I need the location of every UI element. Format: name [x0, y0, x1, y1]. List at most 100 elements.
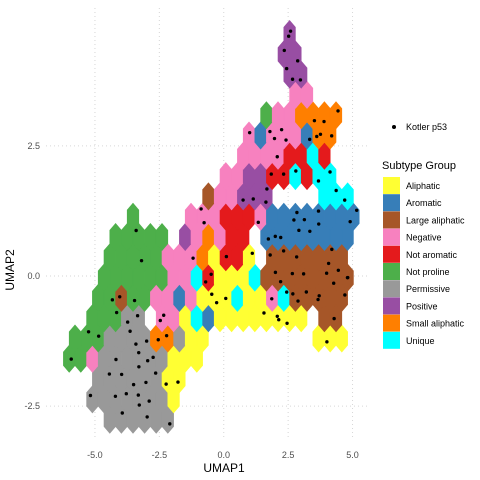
kotler-p53-point	[331, 281, 336, 285]
kotler-p53-point	[268, 253, 272, 257]
legend-title: Subtype Group	[382, 160, 456, 172]
kotler-p53-point	[270, 297, 274, 301]
kotler-p53-point	[124, 392, 129, 396]
kotler-p53-point	[69, 357, 73, 361]
kotler-p53-point	[294, 169, 298, 173]
x-tick-label: 2.5	[282, 450, 295, 460]
legend-point-key	[392, 125, 396, 129]
hex-bin	[341, 182, 354, 211]
kotler-p53-point	[290, 271, 295, 276]
kotler-p53-point	[273, 270, 278, 275]
kotler-p53-point	[135, 314, 140, 318]
kotler-p53-point	[132, 298, 137, 303]
hex-bin	[155, 223, 169, 252]
points-layer	[69, 29, 359, 426]
kotler-p53-point	[241, 198, 245, 202]
kotler-p53-point	[285, 290, 289, 294]
y-tick-label: 0.0	[27, 271, 40, 281]
y-tick-label: 2.5	[27, 141, 40, 151]
legend-swatch	[383, 194, 400, 212]
kotler-p53-point	[281, 172, 286, 176]
kotler-p53-point	[214, 300, 219, 305]
kotler-p53-point	[156, 338, 160, 342]
kotler-p53-point	[145, 415, 149, 419]
kotler-p53-point	[262, 311, 266, 315]
kotler-p53-point	[292, 218, 296, 222]
legend-swatch	[383, 263, 400, 280]
kotler-p53-point	[256, 220, 260, 225]
kotler-p53-point	[334, 188, 338, 193]
legend-item-label: Positive	[406, 301, 438, 311]
kotler-p53-point	[328, 170, 332, 174]
kotler-p53-point	[250, 251, 255, 256]
kotler-p53-point	[275, 155, 279, 159]
legend-item-label: Not proline	[406, 267, 450, 277]
hex-bin	[329, 101, 343, 130]
kotler-p53-point	[131, 382, 136, 387]
x-tick-label: 0.0	[217, 450, 230, 460]
kotler-p53-point	[279, 127, 284, 132]
x-tick-label: -2.5	[152, 450, 168, 460]
kotler-p53-point	[264, 200, 268, 204]
kotler-p53-point	[297, 228, 301, 233]
legend-swatch	[383, 314, 400, 332]
legend-swatch	[383, 245, 400, 263]
legend: Kotler p53 Subtype Group Aliphatic Aromatic…	[382, 122, 465, 349]
kotler-p53-point	[336, 109, 340, 113]
kotler-p53-point	[168, 422, 172, 426]
kotler-p53-point	[302, 217, 307, 222]
kotler-p53-point	[136, 393, 141, 397]
kotler-p53-point	[329, 134, 334, 138]
kotler-p53-point	[284, 138, 288, 142]
kotler-p53-point	[202, 221, 206, 225]
kotler-p53-point	[209, 272, 213, 276]
kotler-p53-point	[304, 290, 309, 294]
kotler-p53-point	[348, 219, 352, 224]
kotler-p53-point	[120, 411, 124, 415]
kotler-p53-point	[316, 209, 321, 213]
x-axis-title: UMAP1	[203, 461, 245, 475]
legend-swatch	[383, 228, 400, 246]
kotler-p53-point	[119, 372, 124, 377]
kotler-p53-point	[284, 66, 289, 71]
kotler-p53-point	[128, 329, 132, 333]
kotler-p53-point	[324, 271, 329, 275]
kotler-p53-point	[290, 77, 295, 81]
kotler-p53-point	[118, 295, 122, 299]
hex-bin	[126, 202, 140, 231]
legend-item-label: Unique	[406, 336, 435, 346]
kotler-p53-point	[110, 298, 115, 302]
kotler-p53-point	[307, 137, 312, 142]
kotler-p53-point	[153, 371, 158, 375]
kotler-p53-point	[96, 334, 101, 338]
kotler-p53-point	[308, 229, 312, 233]
kotler-p53-point	[114, 310, 119, 315]
kotler-p53-point	[265, 187, 269, 191]
x-tick-label: -5.0	[87, 450, 103, 460]
kotler-p53-point	[266, 237, 271, 241]
hex-layer	[63, 20, 360, 434]
y-tick-label: -2.5	[24, 401, 40, 411]
legend-item-label: Negative	[406, 233, 442, 243]
legend-swatch	[383, 297, 400, 315]
kotler-p53-point	[107, 372, 112, 376]
kotler-p53-point	[286, 34, 291, 38]
kotler-p53-point	[336, 268, 341, 273]
kotler-p53-point	[162, 313, 166, 317]
kotler-p53-point	[298, 78, 303, 82]
kotler-p53-point	[268, 129, 272, 134]
kotler-p53-point	[134, 228, 138, 233]
kotler-p53-point	[144, 339, 149, 343]
kotler-p53-point	[86, 330, 91, 334]
legend-item-label: Large aliphatic	[406, 215, 465, 225]
kotler-p53-point	[315, 134, 319, 139]
kotler-p53-point	[137, 403, 141, 407]
legend-swatch	[383, 177, 400, 194]
kotler-p53-point	[164, 382, 168, 386]
kotler-p53-point	[139, 258, 144, 263]
kotler-p53-point	[322, 119, 326, 124]
kotler-p53-point	[247, 130, 252, 135]
kotler-p53-point	[295, 210, 299, 215]
kotler-p53-point	[176, 380, 180, 384]
